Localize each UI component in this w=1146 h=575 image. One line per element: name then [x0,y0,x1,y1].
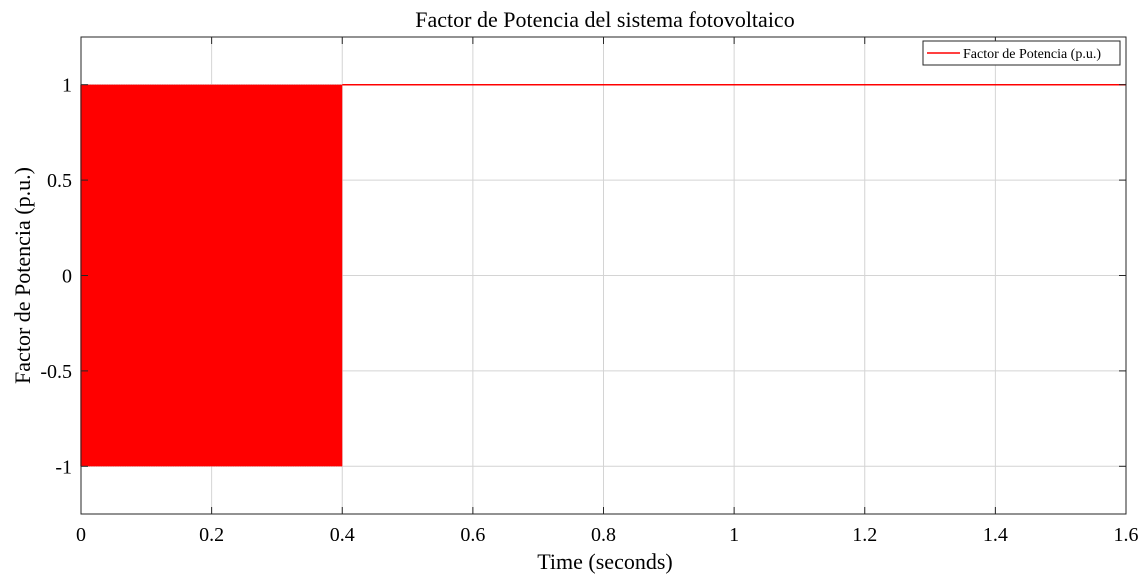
y-tick-label: -0.5 [40,361,72,383]
x-tick-label: 1.4 [983,524,1008,546]
x-tick-labels: 0 0.2 0.4 0.6 0.8 1 1.2 1.4 1.6 [76,524,1139,546]
y-tick-label: 1 [62,75,72,97]
y-axis-label: Factor de Potencia (p.u.) [10,167,35,384]
x-tick-label: 0.4 [330,524,355,546]
x-axis-label: Time (seconds) [537,549,672,574]
oscillation-band [81,84,343,467]
y-tick-label: -1 [55,456,72,478]
y-tick-label: 0 [62,266,72,288]
x-tick-label: 1 [729,524,739,546]
legend-label: Factor de Potencia (p.u.) [963,47,1101,62]
x-tick-label: 0.8 [591,524,616,546]
x-tick-label: 1.6 [1114,524,1139,546]
x-tick-label: 0 [76,524,86,546]
x-tick-label: 0.6 [460,524,485,546]
y-tick-label: 0.5 [47,170,72,192]
axis-ticks [80,37,1127,514]
legend: Factor de Potencia (p.u.) [922,40,1121,66]
x-tick-label: 0.2 [199,524,224,546]
x-tick-label: 1.2 [852,524,877,546]
y-tick-labels: 1 0.5 0 -0.5 -1 [40,75,72,479]
chart-title: Factor de Potencia del sistema fotovolta… [415,7,794,32]
data-series [80,83,1126,467]
